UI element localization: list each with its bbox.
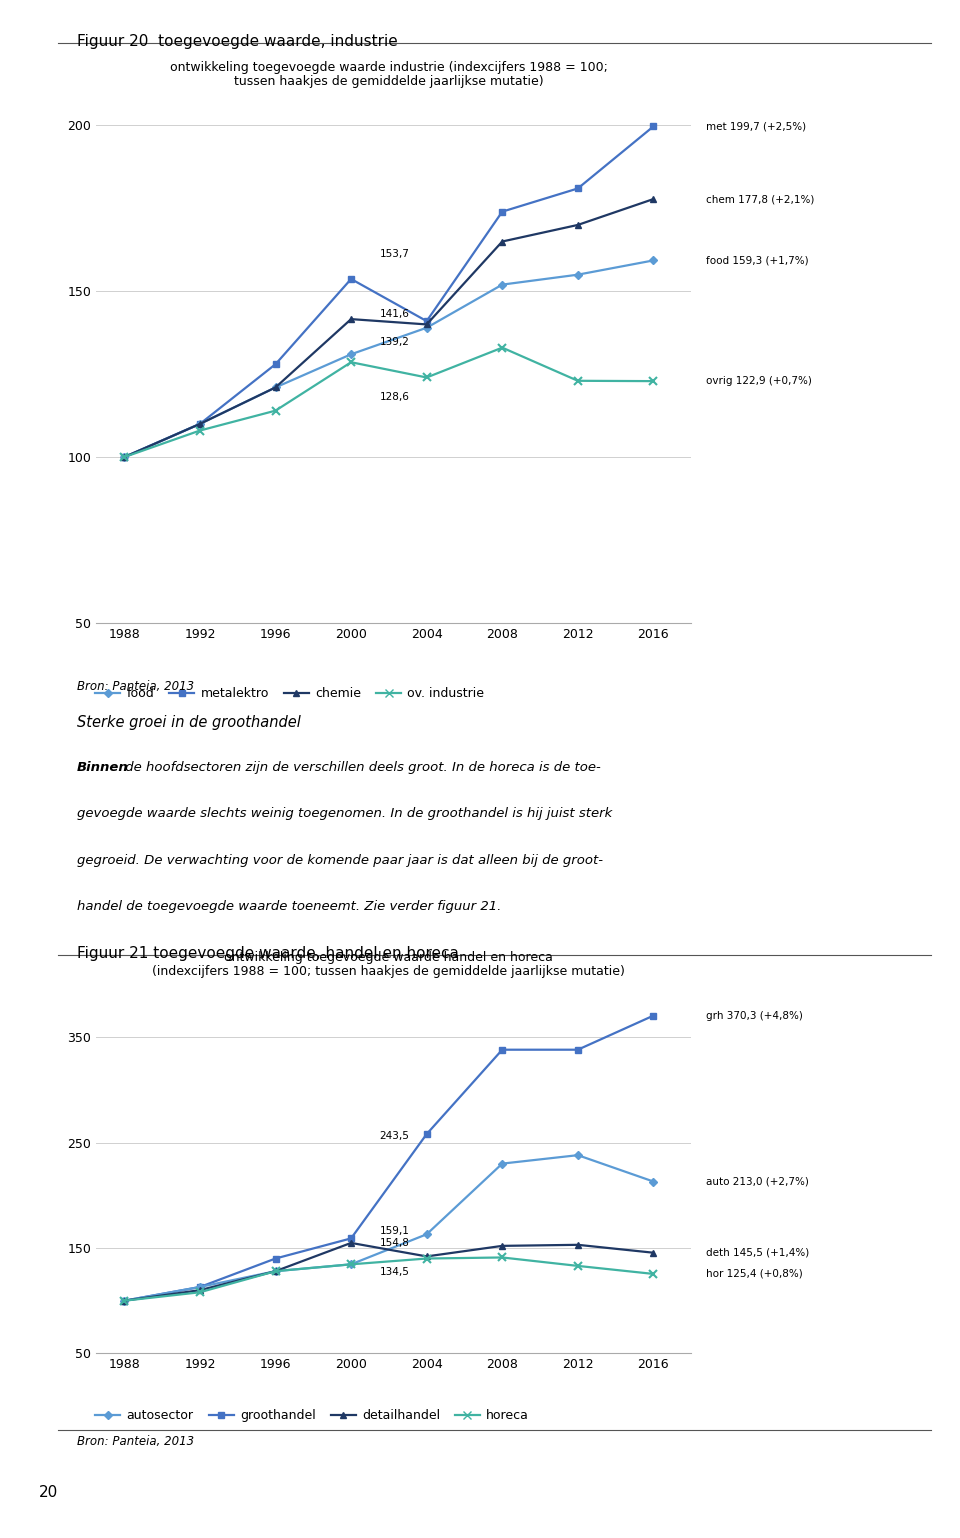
Text: Binnen: Binnen — [77, 761, 129, 774]
Text: Bron: Panteia, 2013: Bron: Panteia, 2013 — [77, 1435, 194, 1447]
Text: 128,6: 128,6 — [379, 392, 409, 401]
Text: 159,1: 159,1 — [379, 1226, 409, 1237]
Text: Figuur 20  toegevoegde waarde, industrie: Figuur 20 toegevoegde waarde, industrie — [77, 34, 397, 49]
Text: 139,2: 139,2 — [379, 337, 409, 348]
Text: ontwikkeling toegevoegde waarde industrie (indexcijfers 1988 = 100;: ontwikkeling toegevoegde waarde industri… — [170, 62, 608, 74]
Text: ovrig 122,9 (+0,7%): ovrig 122,9 (+0,7%) — [706, 377, 811, 386]
Legend: food, metalektro, chemie, ov. industrie: food, metalektro, chemie, ov. industrie — [90, 683, 490, 706]
Text: met 199,7 (+2,5%): met 199,7 (+2,5%) — [706, 122, 805, 131]
Text: Sterke groei in de groothandel: Sterke groei in de groothandel — [77, 715, 300, 731]
Text: gegroeid. De verwachting voor de komende paar jaar is dat alleen bij de groot-: gegroeid. De verwachting voor de komende… — [77, 854, 603, 866]
Text: chem 177,8 (+2,1%): chem 177,8 (+2,1%) — [706, 194, 814, 205]
Text: (indexcijfers 1988 = 100; tussen haakjes de gemiddelde jaarlijkse mutatie): (indexcijfers 1988 = 100; tussen haakjes… — [153, 966, 625, 978]
Text: tussen haakjes de gemiddelde jaarlijkse mutatie): tussen haakjes de gemiddelde jaarlijkse … — [234, 75, 543, 88]
Text: 141,6: 141,6 — [379, 309, 409, 318]
Text: 243,5: 243,5 — [379, 1130, 409, 1141]
Legend: autosector, groothandel, detailhandel, horeca: autosector, groothandel, detailhandel, h… — [90, 1404, 534, 1427]
Text: handel de toegevoegde waarde toeneemt. Zie verder figuur 21.: handel de toegevoegde waarde toeneemt. Z… — [77, 900, 501, 912]
Text: deth 145,5 (+1,4%): deth 145,5 (+1,4%) — [706, 1247, 809, 1258]
Text: gevoegde waarde slechts weinig toegenomen. In de groothandel is hij juist sterk: gevoegde waarde slechts weinig toegenome… — [77, 807, 612, 820]
Text: de hoofdsectoren zijn de verschillen deels groot. In de horeca is de toe-: de hoofdsectoren zijn de verschillen dee… — [121, 761, 601, 774]
Text: 20: 20 — [38, 1484, 58, 1500]
Text: ontwikkeling toegevoegde waarde handel en horeca: ontwikkeling toegevoegde waarde handel e… — [225, 952, 553, 964]
Text: 154,8: 154,8 — [379, 1238, 409, 1249]
Text: 134,5: 134,5 — [379, 1267, 409, 1277]
Text: auto 213,0 (+2,7%): auto 213,0 (+2,7%) — [706, 1177, 808, 1186]
Text: food 159,3 (+1,7%): food 159,3 (+1,7%) — [706, 255, 808, 266]
Text: grh 370,3 (+4,8%): grh 370,3 (+4,8%) — [706, 1010, 803, 1021]
Text: 153,7: 153,7 — [379, 249, 409, 258]
Text: Bron: Panteia, 2013: Bron: Panteia, 2013 — [77, 680, 194, 692]
Text: Figuur 21 toegevoegde waarde, handel en horeca: Figuur 21 toegevoegde waarde, handel en … — [77, 946, 459, 961]
Text: hor 125,4 (+0,8%): hor 125,4 (+0,8%) — [706, 1269, 803, 1280]
